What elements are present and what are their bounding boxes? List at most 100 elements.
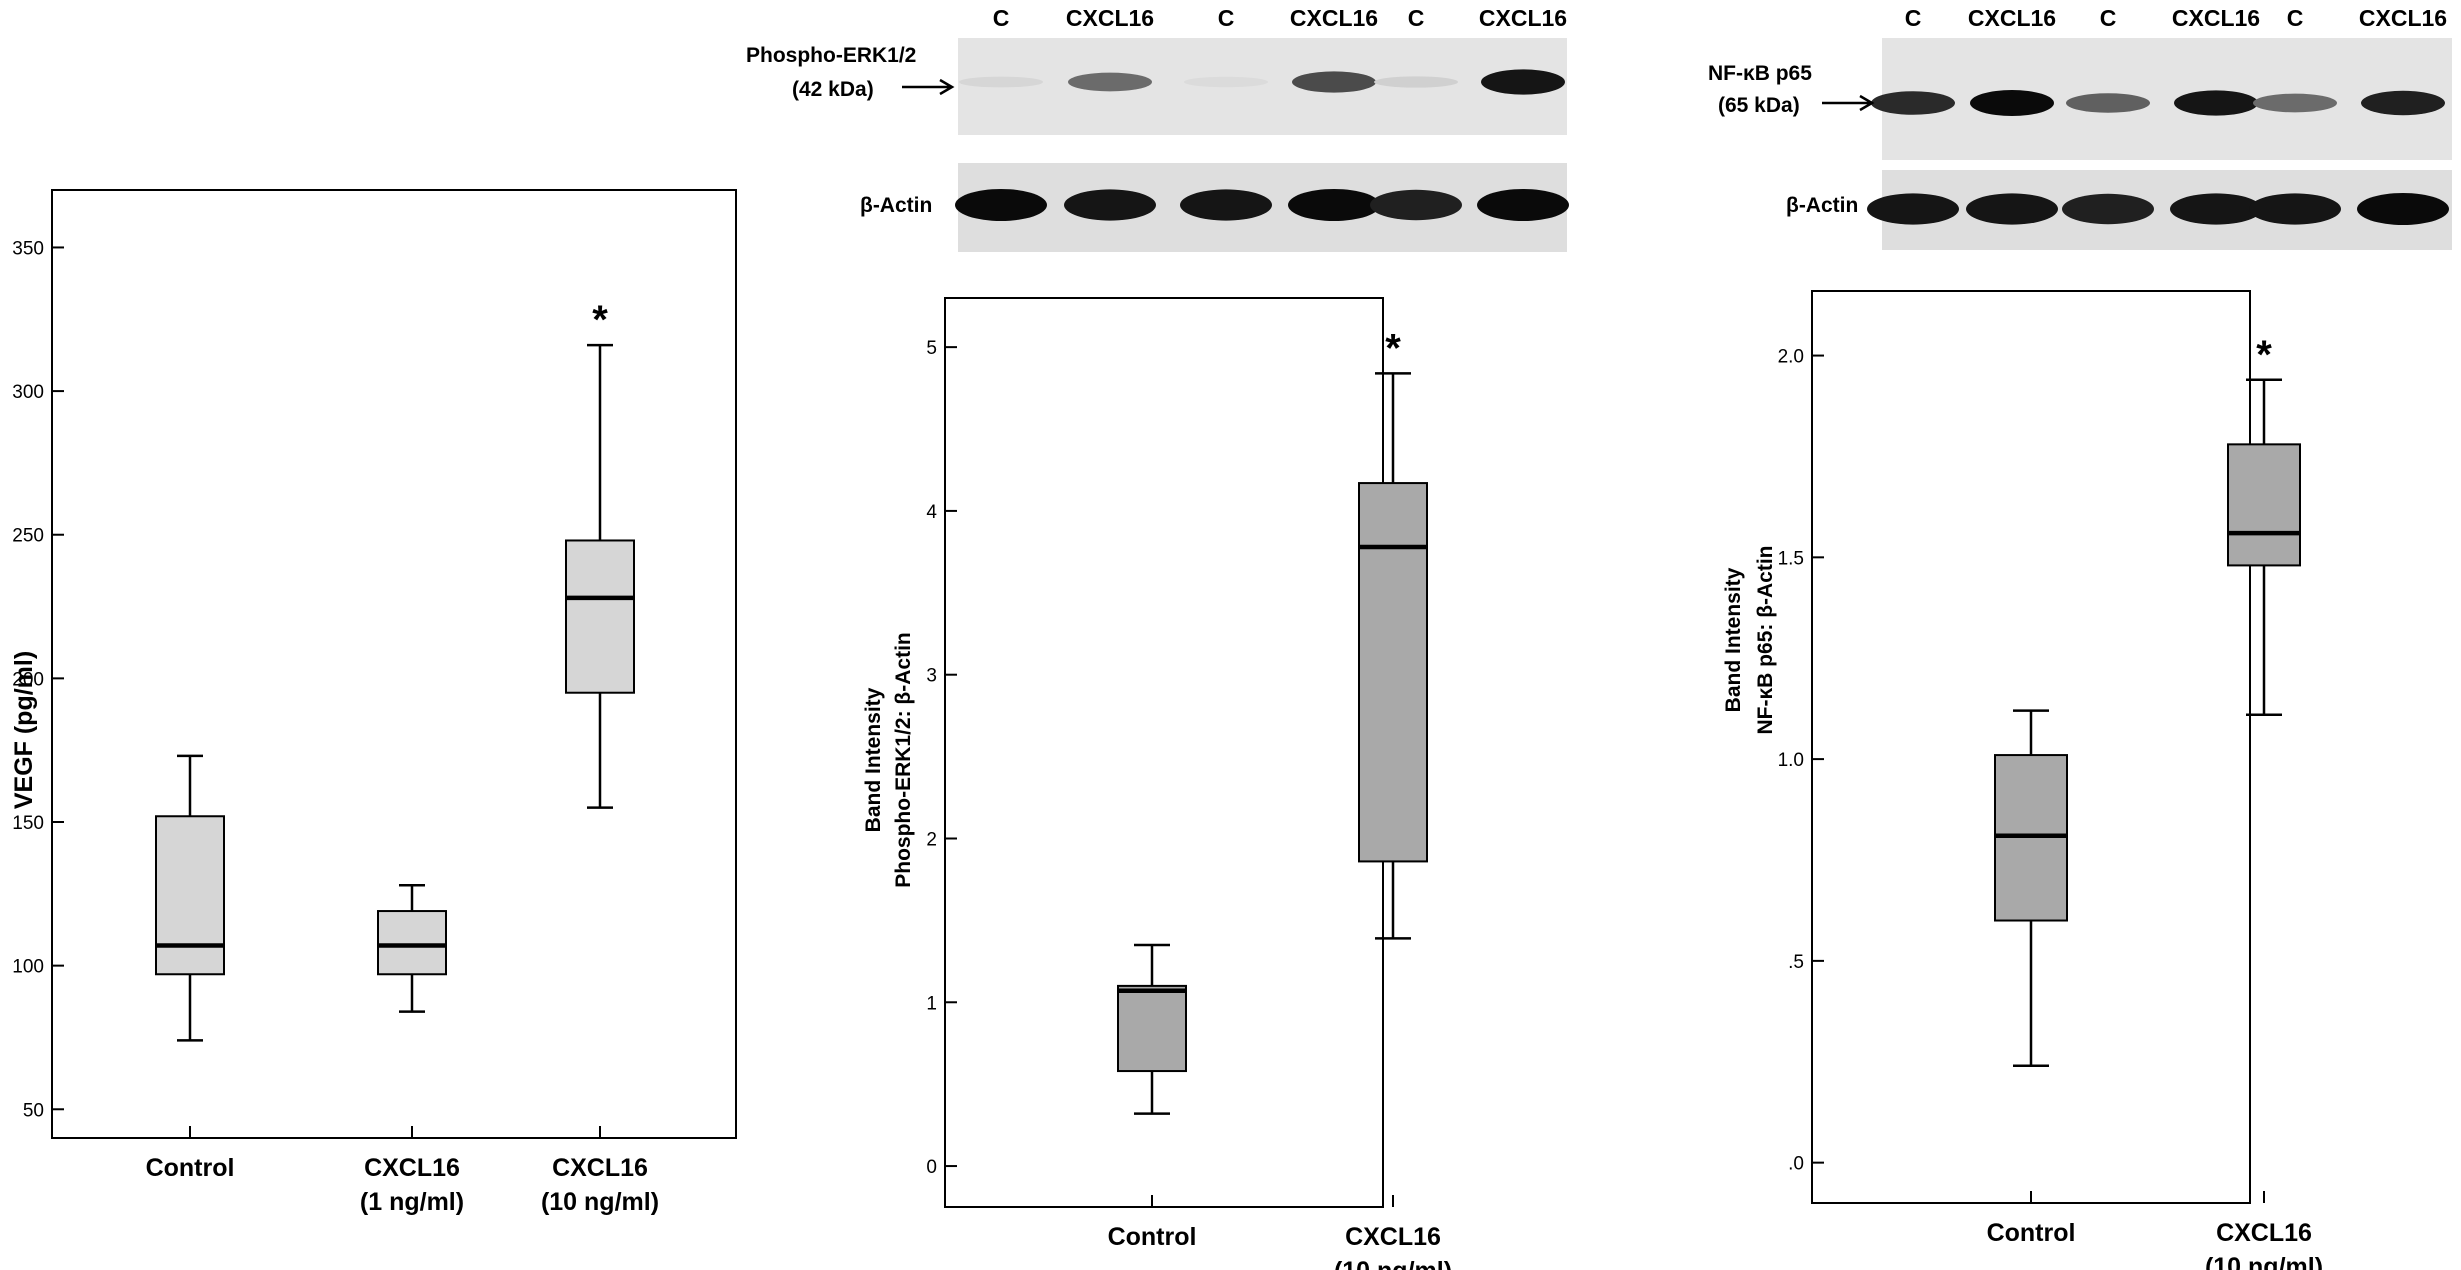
nfkb-blot-target-band [1871,91,1955,115]
nfkb-blot-target-kda: (65 kDa) [1718,94,1800,117]
erk-plot-area: 0 1 2 3 4 5 Control CXCL16 (10 ng/ml) * [926,297,1452,1270]
erk-blot-target-band [1068,72,1152,92]
nfkb-blot-target-label: NF-κB p65 [1708,62,1812,85]
nfkb-blot-loading-band [1867,193,1959,225]
nfkb-blot-lane-label: CXCL16 [2359,5,2447,31]
nfkb-blot-lane-label: C [1905,5,1922,31]
nfkb-plot-area: .0 .5 1.0 1.5 2.0 Control CXCL16 (10 ng/ml) * [1778,290,2323,1270]
erk-blot-target-band [1374,76,1458,88]
nfkb-y-tick-label: 1.0 [1778,750,1804,771]
nfkb-blot-target-band [2361,90,2445,116]
erk-box-body [1117,984,1187,1073]
vegf-y-tick-label: 50 [23,1100,44,1121]
nfkb-blot-arrow-icon [1822,94,1875,112]
erk-y-tick-label: 2 [926,829,937,850]
nfkb-box-body [2227,443,2301,567]
erk-blot-lane-label: CXCL16 [1290,5,1378,31]
nfkb-x-category-sublabel: (10 ng/ml) [2205,1253,2323,1270]
erk-blot-loading-label: β-Actin [860,194,932,217]
nfkb-x-category-label: CXCL16 [2216,1219,2312,1247]
erk-box-0 [1117,943,1187,1115]
erk-significance-mark: * [1385,326,1401,370]
nfkb-blot-target-band [1970,90,2054,116]
vegf-y-tick-label: 200 [12,669,44,690]
vegf-y-axis-title: VEGF (pg/ml) [10,651,38,809]
vegf-significance-mark: * [592,298,608,342]
erk-blot-lane-label: CXCL16 [1066,5,1154,31]
nfkb-blot-lane-label: CXCL16 [1968,5,2056,31]
nfkb-blot-loading-band [1966,193,2058,225]
erk-blot-loading-band [1064,189,1156,221]
erk-box-1: * [1358,326,1428,940]
erk-y-axis-title-line2: Phospho-ERK1/2: β-Actin [892,632,915,888]
nfkb-blot-target-band [2253,93,2337,113]
erk-blot-target-kda: (42 kDa) [792,78,874,101]
nfkb-box-0 [1994,709,2068,1068]
erk-blot-loading-band [1180,189,1272,221]
nfkb-x-category-label: Control [1987,1219,2076,1247]
vegf-y-tick-label: 300 [12,382,44,403]
nfkb-blot-target-band [2066,93,2150,113]
vegf-box-body [377,910,447,976]
vegf-box-1 [377,883,447,1013]
vegf-y-tick-label: 100 [12,957,44,978]
nfkb-blot-lane-label: C [2100,5,2117,31]
vegf-y-tick-label: 150 [12,813,44,834]
nfkb-blot-loading-band [2062,193,2154,225]
erk-y-tick-label: 0 [926,1157,937,1178]
erk-blot-lane-label: CXCL16 [1479,5,1567,31]
nfkb-y-tick-label: 1.5 [1778,548,1804,569]
erk-blot-target-band [959,76,1043,88]
vegf-plot-area: 50 100 150 200 250 300 350 Control CXCL16 (1 ng/m… [12,189,737,1216]
erk-blot-target-label: Phospho-ERK1/2 [746,44,916,67]
erk-blot-target-band [1292,71,1376,93]
nfkb-y-axis-title-line1: Band Intensity [1722,567,1745,712]
erk-blot-target-band [1184,76,1268,88]
nfkb-western-blot: C CXCL16 C CXCL16 C CXCL16 [1867,5,2452,250]
erk-blot-lane-label: C [993,5,1010,31]
vegf-x-category-sublabel: (1 ng/ml) [360,1188,464,1216]
erk-western-blot: C CXCL16 C CXCL16 C CXCL16 [955,5,1569,252]
erk-y-axis-title-line1: Band Intensity [862,687,885,832]
vegf-box-body [565,539,635,694]
vegf-y-tick-label: 250 [12,526,44,547]
vegf-box-body [155,815,225,976]
nfkb-blot-lane-label: C [2287,5,2304,31]
erk-y-tick-label: 4 [926,502,937,523]
nfkb-blot-loading-band [2249,193,2341,225]
erk-blot-loading-band [955,189,1047,221]
vegf-x-category-sublabel: (10 ng/ml) [541,1188,659,1216]
nfkb-box-1: * [2227,333,2301,716]
nfkb-y-tick-label: .0 [1788,1154,1804,1175]
erk-x-category-label: CXCL16 [1345,1223,1441,1251]
erk-blot-target-strip [958,38,1567,135]
erk-x-category-label: Control [1108,1223,1197,1251]
erk-blot-target-band [1481,69,1565,95]
nfkb-y-tick-label: .5 [1788,952,1804,973]
erk-y-tick-label: 1 [926,993,937,1014]
nfkb-panel: C CXCL16 C CXCL16 C CXCL16 NF-κB p65 (65 kDa)… [1708,5,2452,1270]
nfkb-blot-loading-label: β-Actin [1786,194,1858,217]
vegf-x-category-label: CXCL16 [552,1154,648,1182]
nfkb-y-tick-label: 2.0 [1778,347,1804,368]
erk-y-tick-label: 3 [926,666,937,687]
vegf-x-category-label: CXCL16 [364,1154,460,1182]
erk-panel: C CXCL16 C CXCL16 C CXCL16 Phospho-ERK1/2 (42… [746,5,1569,1270]
vegf-plot-frame [51,189,737,1139]
nfkb-blot-loading-band [2357,193,2449,225]
vegf-y-tick-label: 350 [12,238,44,259]
vegf-x-category-label: Control [146,1154,235,1182]
nfkb-blot-loading-band [2170,193,2262,225]
nfkb-blot-lane-label: CXCL16 [2172,5,2260,31]
erk-x-category-sublabel: (10 ng/ml) [1334,1257,1452,1270]
erk-blot-loading-band [1370,189,1462,221]
nfkb-y-axis-title-line2: NF-κB p65: β-Actin [1754,545,1777,734]
erk-blot-lane-label: C [1408,5,1425,31]
erk-blot-arrow-icon [902,78,955,96]
vegf-panel: VEGF (pg/ml) 50 100 150 200 250 300 350 Control… [10,189,737,1216]
erk-box-body [1358,482,1428,863]
erk-blot-lane-label: C [1218,5,1235,31]
erk-y-tick-label: 5 [926,338,937,359]
nfkb-significance-mark: * [2256,333,2272,377]
